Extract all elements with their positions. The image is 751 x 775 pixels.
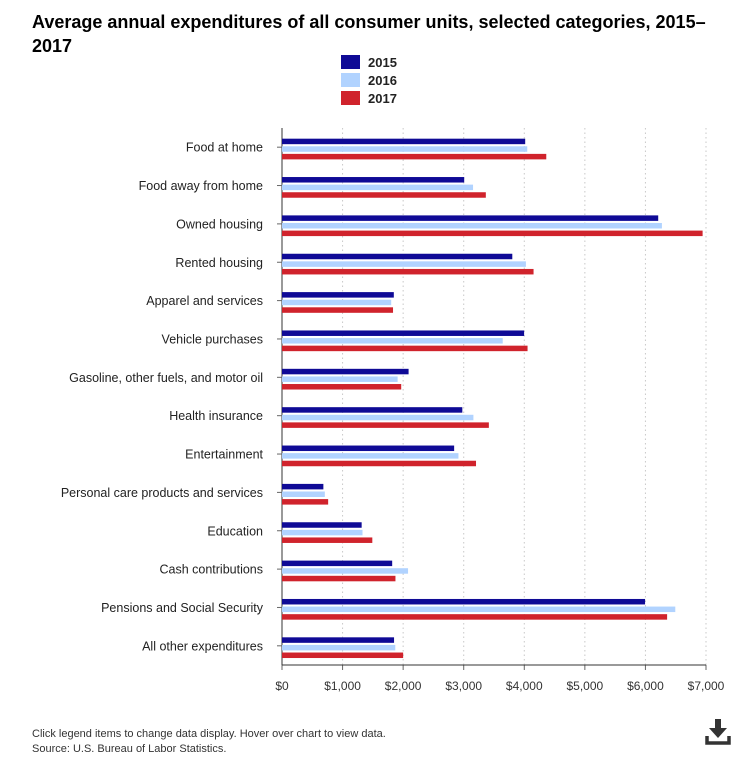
legend: 2015 2016 2017 <box>341 53 397 107</box>
bar-2016[interactable] <box>282 146 528 152</box>
bar-2017[interactable] <box>282 575 396 582</box>
x-tick-label: $4,000 <box>506 679 543 693</box>
legend-item-2017[interactable]: 2017 <box>341 89 397 107</box>
bar-2015[interactable] <box>282 177 465 183</box>
bar-2016[interactable] <box>282 529 363 536</box>
chart-title: Average annual expenditures of all consu… <box>32 12 706 56</box>
bar-2016[interactable] <box>282 491 325 497</box>
bar-2017[interactable] <box>282 460 477 467</box>
x-tick-label: $2,000 <box>385 679 422 693</box>
legend-item-2016[interactable]: 2016 <box>341 71 397 89</box>
legend-label-2017: 2017 <box>368 90 397 106</box>
category-label: Food away from home <box>139 179 263 193</box>
category-label: Cash contributions <box>159 563 263 577</box>
bar-2015[interactable] <box>282 560 393 567</box>
bar-2015[interactable] <box>282 253 513 260</box>
bar-2017[interactable] <box>282 307 394 313</box>
bar-2015[interactable] <box>282 637 395 643</box>
bar-2017[interactable] <box>282 230 703 237</box>
legend-swatch-2015 <box>341 55 360 69</box>
legend-label-2015: 2015 <box>368 54 397 70</box>
bar-2017[interactable] <box>282 652 404 659</box>
category-label: Gasoline, other fuels, and motor oil <box>69 371 263 385</box>
category-label: Food at home <box>186 141 263 155</box>
x-tick-label: $5,000 <box>567 679 604 693</box>
footer: Click legend items to change data displa… <box>32 727 386 757</box>
bar-2016[interactable] <box>282 184 474 191</box>
bar-2016[interactable] <box>282 568 409 574</box>
bar-2015[interactable] <box>282 483 324 490</box>
legend-item-2015[interactable]: 2015 <box>341 53 397 71</box>
bar-2015[interactable] <box>282 598 646 605</box>
bar-2016[interactable] <box>282 414 474 421</box>
bar-2017[interactable] <box>282 268 534 275</box>
x-tick-label: $3,000 <box>445 679 482 693</box>
download-icon[interactable] <box>704 716 732 746</box>
bar-2016[interactable] <box>282 453 459 459</box>
bar-2015[interactable] <box>282 292 394 298</box>
category-label: Rented housing <box>175 256 263 270</box>
x-tick-label: $7,000 <box>688 679 725 693</box>
bar-2015[interactable] <box>282 445 455 452</box>
category-label: Apparel and services <box>146 294 263 308</box>
bar-2017[interactable] <box>282 345 528 352</box>
category-label: Owned housing <box>176 217 263 231</box>
category-label: Personal care products and services <box>61 486 263 500</box>
footer-source: Source: U.S. Bureau of Labor Statistics. <box>32 743 227 755</box>
bar-chart[interactable]: $0 $1,000 $2,000 $3,000 $4,000 $5,000 $6,000 $7… <box>0 0 751 715</box>
footer-note: Click legend items to change data displa… <box>32 728 386 740</box>
bar-2016[interactable] <box>282 376 398 382</box>
bar-2016[interactable] <box>282 261 526 267</box>
bar-2015[interactable] <box>282 522 362 528</box>
legend-label-2016: 2016 <box>368 72 397 88</box>
bar-2017[interactable] <box>282 614 668 620</box>
bar-2017[interactable] <box>282 422 489 428</box>
category-label: Education <box>207 524 263 538</box>
bar-2015[interactable] <box>282 368 409 375</box>
legend-swatch-2016 <box>341 73 360 87</box>
bar-2015[interactable] <box>282 138 526 145</box>
category-label: All other expenditures <box>142 639 263 653</box>
category-label: Vehicle purchases <box>162 332 263 346</box>
bar-2015[interactable] <box>282 407 463 413</box>
bar-2016[interactable] <box>282 299 392 306</box>
bar-2016[interactable] <box>282 606 676 613</box>
bar-2016[interactable] <box>282 222 662 229</box>
category-label: Pensions and Social Security <box>101 601 264 615</box>
x-tick-label: $6,000 <box>627 679 664 693</box>
x-tick-label: $0 <box>275 679 289 693</box>
bar-2017[interactable] <box>282 384 402 390</box>
bar-2016[interactable] <box>282 644 396 651</box>
bar-2017[interactable] <box>282 537 373 543</box>
x-tick-label: $1,000 <box>324 679 361 693</box>
category-label: Entertainment <box>185 448 263 462</box>
legend-swatch-2017 <box>341 91 360 105</box>
bar-2016[interactable] <box>282 338 503 344</box>
bar-2015[interactable] <box>282 330 525 336</box>
bar-2015[interactable] <box>282 215 659 221</box>
bar-2017[interactable] <box>282 499 329 505</box>
category-label: Health insurance <box>169 409 263 423</box>
bar-2017[interactable] <box>282 153 547 160</box>
bar-2017[interactable] <box>282 192 486 198</box>
